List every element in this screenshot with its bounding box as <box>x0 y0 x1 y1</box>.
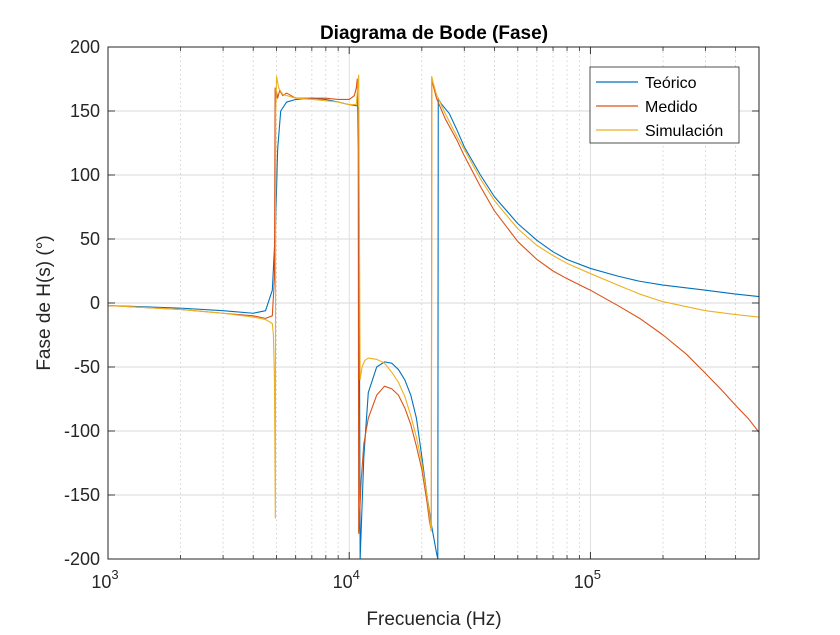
x-tick-label-base: 10 <box>574 572 594 592</box>
y-tick-label: 100 <box>70 165 100 185</box>
x-tick-label: 105 <box>574 567 601 592</box>
y-axis-label: Fase de H(s) (°) <box>34 235 55 370</box>
legend-label-medido: Medido <box>645 99 698 116</box>
x-tick-label-base: 10 <box>333 572 353 592</box>
x-tick-label: 104 <box>333 567 360 592</box>
x-tick-label-exponent: 3 <box>111 567 118 582</box>
x-tick-label-base: 10 <box>91 572 111 592</box>
y-tick-label: 50 <box>80 229 100 249</box>
chart-title: Diagrama de Bode (Fase) <box>320 23 548 44</box>
y-tick-label: 0 <box>90 293 100 313</box>
series-line-simulacion <box>108 74 759 532</box>
y-tick-label: 150 <box>70 101 100 121</box>
y-tick-label: 200 <box>70 37 100 57</box>
legend-label-simulacion: Simulación <box>645 123 723 140</box>
y-tick-label: -150 <box>64 485 100 505</box>
y-tick-label: -200 <box>64 549 100 569</box>
series-group <box>108 74 759 559</box>
x-tick-label-exponent: 5 <box>594 567 601 582</box>
legend-label-teorico: Teórico <box>645 75 697 92</box>
x-axis-label: Frecuencia (Hz) <box>366 609 501 630</box>
legend: Teórico Medido Simulación <box>589 66 740 144</box>
series-line-medido <box>108 77 759 534</box>
y-tick-label: -100 <box>64 421 100 441</box>
x-tick-label-exponent: 4 <box>353 567 360 582</box>
ticks <box>107 46 760 560</box>
series-line-teorico <box>108 97 759 559</box>
y-tick-label: -50 <box>74 357 100 377</box>
x-tick-label: 103 <box>91 567 118 592</box>
